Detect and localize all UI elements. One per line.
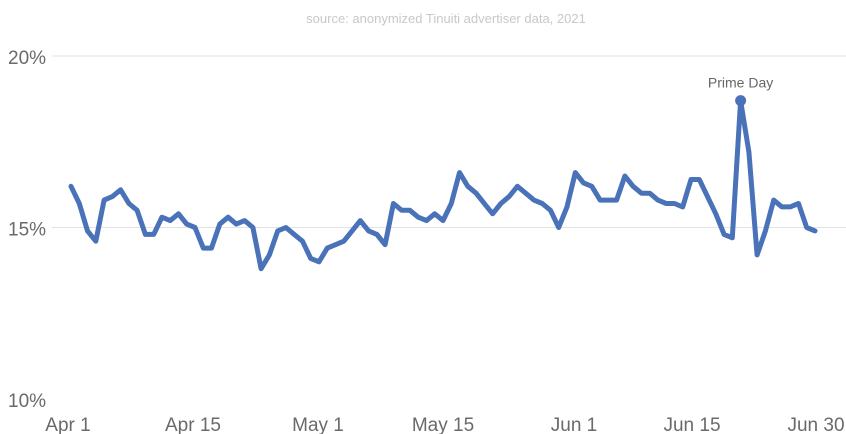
x-tick-label: Apr 1 [45, 415, 90, 434]
grid-lines [52, 55, 846, 228]
annotation-layer: Prime Day [708, 75, 773, 107]
series-layer [68, 98, 818, 272]
y-tick-label: 15% [8, 220, 46, 241]
x-axis: Apr 1 Apr 15 May 1 May 15 Jun 1 Jun 15 Jun 30 [45, 415, 844, 434]
prime-day-marker [735, 95, 747, 107]
series-line [68, 98, 818, 272]
x-tick-label: Jun 1 [551, 415, 597, 434]
x-tick-label: May 15 [412, 415, 474, 434]
x-tick-label: Apr 15 [165, 415, 221, 434]
chart-source: source: anonymized Tinuiti advertiser da… [306, 11, 586, 26]
y-axis: 10% 15% 20% [8, 48, 46, 412]
y-tick-label: 20% [8, 48, 46, 69]
y-tick-label: 10% [8, 391, 46, 412]
prime-day-label: Prime Day [708, 75, 773, 91]
x-tick-label: Jun 30 [787, 415, 844, 434]
x-tick-label: Jun 15 [663, 415, 720, 434]
x-tick-label: May 1 [292, 415, 344, 434]
